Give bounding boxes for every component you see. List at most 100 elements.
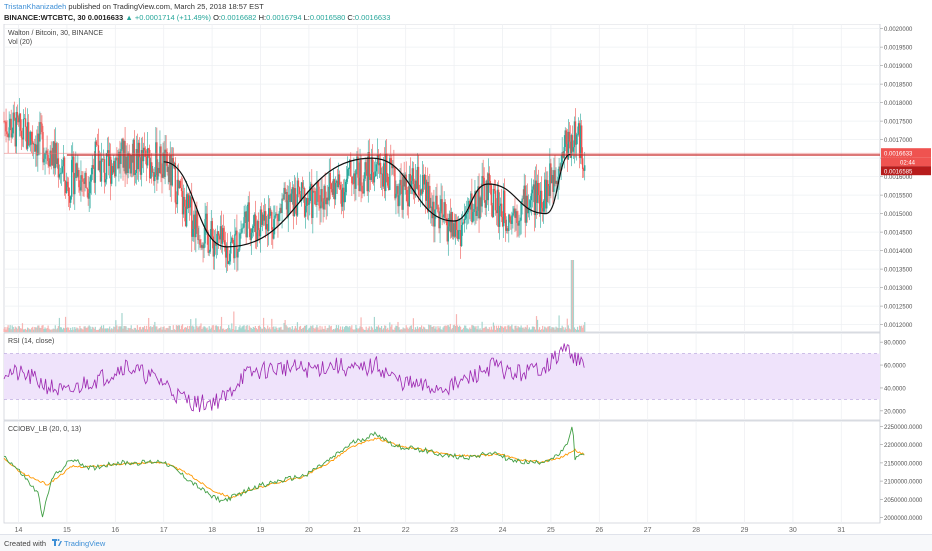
candle-body	[235, 230, 237, 235]
ohlc-high: H:0.0016794	[258, 13, 302, 22]
obv-tick-label: 2100000.0000	[884, 480, 923, 486]
volume-bar	[212, 325, 214, 332]
volume-bar	[166, 327, 168, 332]
volume-bar	[519, 327, 521, 332]
volume-bar	[335, 325, 338, 332]
candle-body	[527, 208, 530, 214]
candle-body	[4, 121, 6, 123]
candle-body	[284, 187, 286, 194]
volume-bar	[310, 325, 312, 332]
volume-bar	[491, 329, 493, 332]
candle-body	[168, 166, 170, 183]
candle-body	[260, 209, 263, 225]
volume-bar	[348, 327, 350, 332]
candle-body	[163, 152, 165, 177]
candle-body	[130, 154, 132, 174]
candle-body	[46, 150, 48, 155]
price-tick-label: 0.0018000	[884, 101, 913, 107]
candle-body	[247, 202, 249, 207]
volume-bar	[574, 328, 577, 332]
candle-body	[209, 237, 211, 252]
candle-body	[547, 180, 549, 186]
volume-bar	[201, 329, 203, 332]
candle-body	[34, 143, 36, 152]
volume-bar	[337, 325, 340, 332]
candle-body	[210, 221, 212, 238]
volume-bar	[541, 329, 543, 332]
candle-body	[373, 176, 376, 183]
volume-bars	[3, 260, 586, 332]
volume-bar	[506, 329, 508, 332]
candle-body	[305, 198, 308, 206]
candle-body	[442, 216, 444, 218]
volume-bar	[462, 329, 464, 332]
volume-bar	[411, 329, 413, 332]
volume-bar	[489, 329, 491, 332]
candle-body	[150, 162, 152, 179]
volume-bar	[396, 325, 398, 332]
candle-body	[542, 200, 545, 212]
candle-body	[81, 175, 83, 179]
candle-body	[468, 200, 470, 209]
volume-bar	[135, 329, 137, 332]
candle-body	[313, 190, 315, 192]
price-tick-label: 0.0019500	[884, 46, 913, 52]
candle-body	[420, 189, 423, 194]
candle-body	[532, 184, 535, 190]
candle-body	[369, 176, 371, 180]
candle-body	[61, 166, 64, 173]
candle-body	[59, 173, 62, 175]
candle-body	[577, 123, 580, 135]
candle-body	[367, 152, 369, 192]
volume-bar	[146, 325, 148, 332]
candle-body	[136, 149, 139, 170]
volume-bar	[582, 327, 584, 332]
candle-body	[452, 223, 455, 237]
candle-body	[375, 164, 378, 172]
candle-body	[137, 142, 140, 170]
candle-body	[278, 213, 280, 222]
candle-body	[18, 113, 21, 123]
candle-body	[113, 160, 115, 173]
candle-body	[187, 195, 190, 209]
candle-body	[524, 185, 526, 223]
volume-bar	[23, 329, 26, 332]
volume-bar	[558, 315, 560, 332]
volume-bar	[125, 326, 127, 332]
author-link[interactable]: TristanKhanizadeh	[4, 2, 67, 11]
candle-body	[173, 162, 176, 166]
volume-bar	[252, 326, 254, 332]
volume-bar	[155, 326, 157, 332]
volume-bar	[257, 325, 260, 332]
volume-bar	[122, 328, 124, 332]
volume-bar	[174, 329, 176, 332]
candle-body	[118, 151, 120, 169]
volume-bar	[254, 325, 256, 332]
volume-bar	[524, 326, 526, 332]
candle-body	[23, 118, 26, 119]
volume-bar	[379, 327, 382, 332]
volume-bar	[193, 326, 195, 332]
volume-bar	[577, 329, 580, 332]
volume-bar	[485, 326, 487, 332]
candle-body	[276, 213, 278, 215]
chart-area[interactable]: 14 15 16 17 18 19 20 21 22 23 24 25 26 27 28 29 30 31 0.00…	[0, 24, 932, 534]
volume-bar	[449, 323, 451, 332]
candle-body	[365, 162, 367, 170]
volume-bar	[366, 329, 368, 332]
volume-bar	[267, 325, 269, 332]
candle-body	[297, 180, 300, 188]
candle-body	[169, 155, 171, 183]
candle-body	[15, 112, 18, 147]
volume-bar	[9, 325, 11, 332]
volume-bar	[269, 327, 271, 332]
candle-body	[145, 156, 148, 166]
tradingview-link[interactable]: TradingView	[64, 539, 106, 548]
candle-body	[416, 166, 419, 189]
candle-body	[243, 217, 245, 228]
volume-bar	[527, 329, 529, 332]
volume-bar	[446, 325, 448, 332]
volume-bar	[343, 329, 345, 332]
volume-bar	[314, 328, 316, 332]
volume-bar	[426, 329, 428, 332]
